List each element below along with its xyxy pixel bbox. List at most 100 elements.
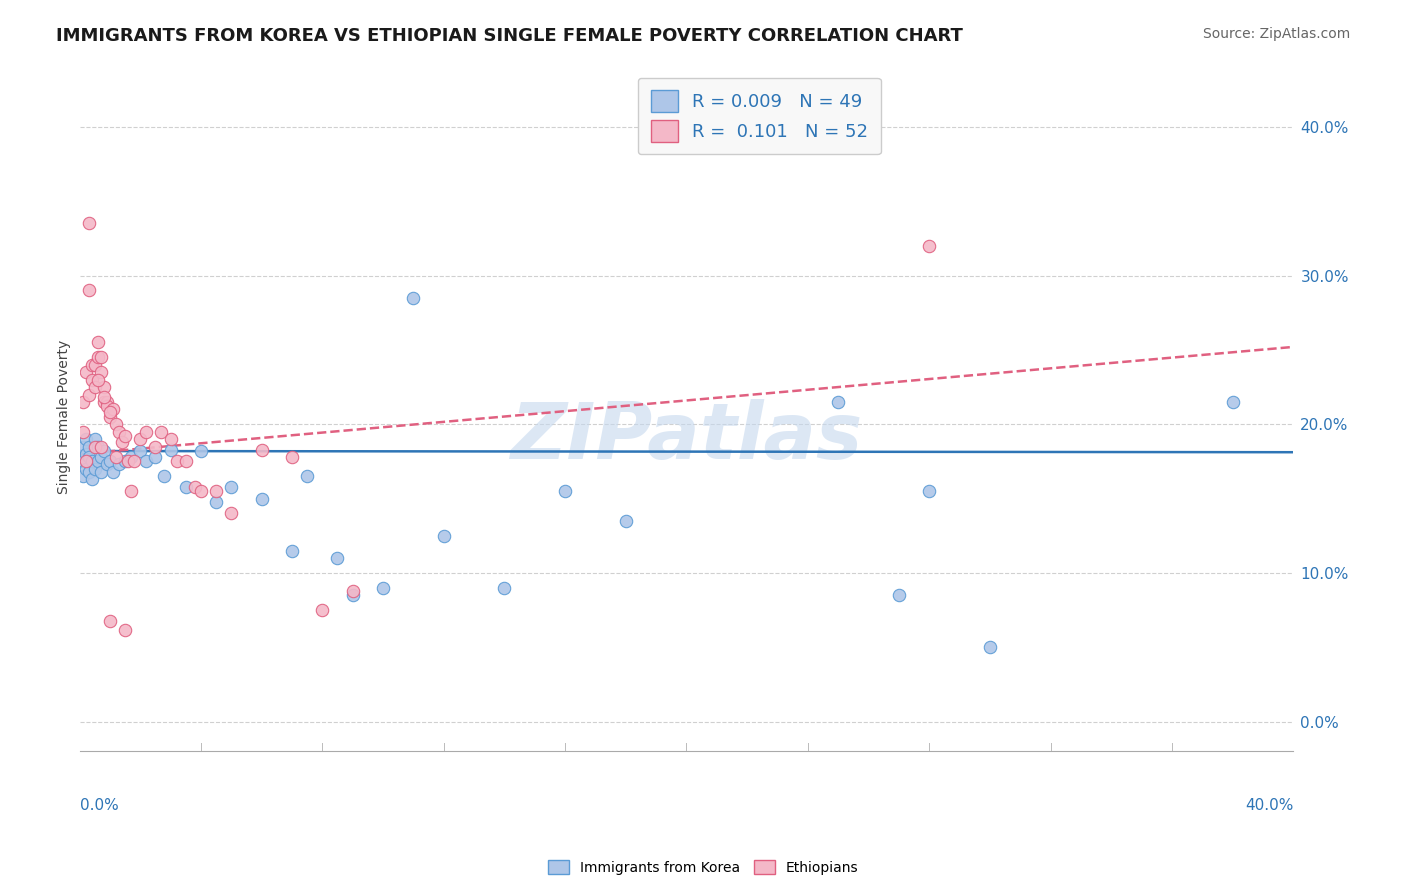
Point [90,465,112,479]
Point [93,444,115,458]
Point [120,484,142,499]
Point [250,442,273,457]
Point [101,402,124,417]
Text: 0.0%: 0.0% [80,798,118,814]
Point [135,425,157,439]
Point [77,387,100,401]
Point [104,450,127,464]
Point [75,462,97,476]
Point [371,581,394,595]
Point [80,454,103,468]
Point [114,623,136,637]
Point [129,432,152,446]
Point [117,454,139,468]
Point [281,543,304,558]
Point [87,454,110,468]
Point [96,395,118,409]
Point [87,373,110,387]
Point [90,351,112,365]
Point [402,291,425,305]
Point [77,284,100,298]
Point [93,391,115,405]
Text: IMMIGRANTS FROM KOREA VS ETHIOPIAN SINGLE FEMALE POVERTY CORRELATION CHART: IMMIGRANTS FROM KOREA VS ETHIOPIAN SINGL… [56,27,963,45]
Point [150,425,173,439]
Text: Source: ZipAtlas.com: Source: ZipAtlas.com [1202,27,1350,41]
Point [96,458,118,472]
Point [166,454,188,468]
Point [918,484,941,499]
Point [83,432,105,446]
Point [90,450,112,464]
Point [77,440,100,454]
Point [120,450,142,464]
Point [75,447,97,461]
Point [80,358,103,372]
Point [918,239,941,253]
Point [83,380,105,394]
Point [111,435,134,450]
Point [979,640,1001,655]
Text: 40.0%: 40.0% [1244,798,1294,814]
Point [311,603,333,617]
Point [159,432,181,446]
Point [83,358,105,372]
Point [250,491,273,506]
Point [827,395,849,409]
Point [72,469,94,483]
Point [554,484,576,499]
Point [433,529,456,543]
Point [72,440,94,454]
Point [75,454,97,468]
Point [98,614,121,628]
Point [98,409,121,424]
Point [114,454,136,468]
Point [93,395,115,409]
Point [90,365,112,379]
Point [83,440,105,454]
Point [77,217,100,231]
Point [80,472,103,486]
Point [72,395,94,409]
Point [114,429,136,443]
Legend: R = 0.009   N = 49, R =  0.101   N = 52: R = 0.009 N = 49, R = 0.101 N = 52 [638,78,880,154]
Point [145,440,167,454]
Point [614,514,637,528]
Point [104,417,127,432]
Point [122,454,145,468]
Point [295,469,318,483]
Point [159,442,181,457]
Point [887,588,910,602]
Point [98,405,121,419]
Point [281,450,304,464]
Point [174,454,197,468]
Point [342,588,364,602]
Point [129,444,152,458]
Point [326,551,349,566]
Point [87,440,110,454]
Text: ZIPatlas: ZIPatlas [510,399,862,475]
Point [145,450,167,464]
Point [72,454,94,468]
Point [90,440,112,454]
Point [190,484,212,499]
Point [87,351,110,365]
Point [83,462,105,476]
Y-axis label: Single Female Poverty: Single Female Poverty [58,340,72,494]
Point [75,432,97,446]
Point [101,465,124,479]
Point [77,465,100,479]
Point [219,507,242,521]
Point [494,581,516,595]
Point [96,400,118,414]
Point [108,458,131,472]
Point [190,444,212,458]
Point [153,469,176,483]
Point [77,450,100,464]
Point [219,480,242,494]
Point [98,454,121,468]
Legend: Immigrants from Korea, Ethiopians: Immigrants from Korea, Ethiopians [543,855,863,880]
Point [93,380,115,394]
Point [174,480,197,494]
Point [135,454,157,468]
Point [184,480,207,494]
